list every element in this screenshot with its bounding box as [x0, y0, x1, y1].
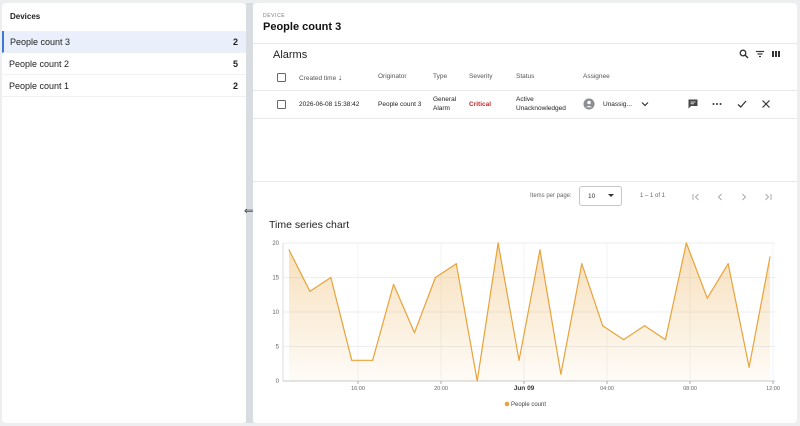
x-tick-label: 12:00	[766, 386, 780, 392]
device-item-count: 5	[232, 58, 238, 69]
alarms-title: Alarms	[273, 49, 308, 61]
series-line-segment	[664, 242, 687, 341]
devices-title: Devices	[10, 12, 41, 21]
sort-arrow-down-icon: ↓	[338, 73, 343, 82]
next-page-icon[interactable]	[738, 191, 750, 203]
series-line-segment	[476, 242, 499, 382]
series-line-segment	[581, 263, 604, 327]
chart-title: Time series chart	[269, 219, 350, 231]
series-line-segment	[518, 249, 541, 361]
time-series-chart: 0 5 10 15 20 16:00 20:00 Jun 09 04:00 08:00 12:00…	[272, 241, 780, 408]
panel-resizer[interactable]	[246, 3, 253, 423]
device-item-count: 2	[232, 36, 238, 47]
device-item-label: People count 3	[10, 36, 71, 47]
series-line-segment	[623, 325, 646, 341]
series-line-segment	[330, 276, 353, 361]
series-line-segment	[685, 242, 708, 299]
table-header-divider	[253, 90, 797, 91]
search-icon[interactable]	[739, 49, 749, 59]
device-title: People count 3	[263, 21, 342, 33]
devices-panel: Devices People count 3 2 People count 2 …	[2, 3, 246, 423]
pagination-range: 1 – 1 of 1	[640, 193, 666, 199]
y-tick-label: 20	[272, 241, 279, 247]
chevron-down-icon[interactable]	[639, 98, 651, 110]
column-header-assignee[interactable]: Assignee	[583, 73, 610, 80]
alarm-severity: Critical	[469, 101, 492, 108]
series-line-segment	[497, 242, 520, 361]
series-line-segment	[392, 283, 416, 334]
series-line-segment	[413, 276, 436, 334]
y-tick-label: 5	[276, 345, 280, 351]
series-line-segment	[434, 263, 457, 279]
comment-icon[interactable]	[687, 98, 699, 110]
series-line-segment	[560, 263, 583, 375]
avatar-icon	[583, 98, 595, 110]
device-item-count: 2	[232, 80, 238, 91]
header-divider	[253, 43, 797, 44]
x-tick-label: 08:00	[683, 386, 697, 392]
x-tick-label: 16:00	[351, 386, 365, 392]
device-item-label: People count 2	[9, 58, 70, 69]
column-header-status[interactable]: Status	[516, 73, 535, 80]
column-header-type[interactable]: Type	[433, 73, 448, 80]
page-size-select[interactable]: 10	[579, 186, 622, 206]
series-line-segment	[643, 325, 667, 341]
series-line-segment	[727, 263, 750, 368]
last-page-icon[interactable]	[762, 191, 774, 203]
column-header-originator[interactable]: Originator	[378, 73, 407, 80]
series-line-segment	[539, 249, 562, 375]
series-line-segment	[748, 256, 771, 368]
first-page-icon[interactable]	[690, 191, 702, 203]
device-item-people-count-3[interactable]: People count 3 2	[2, 31, 246, 53]
resize-handle-icon[interactable]: ⟺	[244, 206, 259, 217]
legend-marker	[504, 401, 510, 407]
dropdown-arrow-icon	[608, 194, 614, 197]
series-line-segment	[288, 249, 311, 292]
column-header-severity[interactable]: Severity	[469, 73, 493, 80]
row-divider	[253, 118, 797, 119]
y-tick-label: 10	[272, 310, 279, 316]
acknowledge-check-icon[interactable]	[736, 98, 748, 110]
device-item-people-count-1[interactable]: People count 1 2	[2, 75, 246, 97]
items-per-page-label: Items per page:	[530, 193, 572, 199]
more-horizontal-icon[interactable]	[711, 98, 723, 110]
series-line-segment	[372, 283, 395, 361]
alarm-assignee[interactable]: Unassig...	[603, 101, 632, 108]
x-tick-label: 04:00	[600, 386, 614, 392]
clear-close-icon[interactable]	[760, 98, 772, 110]
series-area	[289, 243, 770, 381]
alarm-status: Active Unacknowledged	[516, 96, 566, 112]
alarm-originator: People count 3	[378, 101, 422, 108]
column-header-created-time[interactable]: Created time ↓	[299, 73, 343, 82]
filter-icon[interactable]	[755, 49, 765, 59]
device-item-people-count-2[interactable]: People count 2 5	[2, 53, 246, 75]
device-details-panel: DEVICE People count 3 Alarms Created tim…	[253, 3, 797, 423]
device-label: DEVICE	[263, 13, 286, 19]
row-checkbox[interactable]	[277, 100, 286, 109]
series-line-segment	[602, 325, 625, 341]
columns-icon[interactable]	[771, 49, 781, 59]
table-footer-divider	[253, 181, 797, 182]
x-tick-label: 20:00	[434, 386, 448, 392]
previous-page-icon[interactable]	[714, 191, 726, 203]
y-tick-label: 0	[276, 379, 280, 385]
alarm-created-time: 2026-06-08 15:38:42	[299, 101, 360, 108]
x-tick-label: Jun 09	[514, 385, 535, 392]
device-item-label: People count 1	[9, 80, 70, 91]
select-all-checkbox[interactable]	[277, 73, 286, 82]
legend-label[interactable]: People count	[511, 402, 546, 408]
series-line-segment	[455, 263, 478, 382]
series-line-segment	[706, 263, 729, 299]
series-line-segment	[309, 276, 332, 292]
y-tick-label: 15	[272, 276, 279, 282]
alarm-type: General Alarm	[433, 96, 457, 112]
